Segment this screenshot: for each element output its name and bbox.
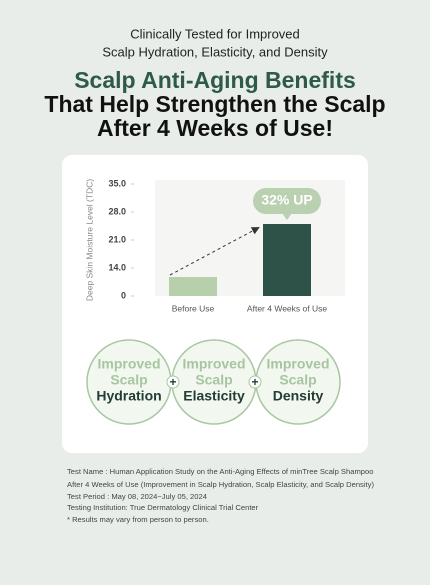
- footnote: * Results may vary from person to person…: [67, 515, 209, 524]
- venn-operator: +: [251, 375, 258, 389]
- footnote: Testing Institution: True Dermatology Cl…: [67, 503, 259, 512]
- y-tick-label: 35.0: [108, 178, 126, 188]
- venn-middle: Scalp: [110, 372, 147, 388]
- footnote: Test Period : May 08, 2024~July 05, 2024: [67, 492, 207, 501]
- bar: [169, 277, 217, 296]
- plus-bg: [166, 375, 180, 389]
- bar: [263, 224, 311, 296]
- x-tick-label: After 4 Weeks of Use: [247, 303, 327, 313]
- footnote: Test Name : Human Application Study on t…: [67, 467, 373, 476]
- badge-pointer: [282, 213, 292, 220]
- venn-top: Improved: [182, 356, 245, 372]
- venn-middle: Scalp: [195, 372, 232, 388]
- intro-line: Scalp Hydration, Elasticity, and Density: [102, 44, 328, 59]
- venn-bottom: Hydration: [96, 388, 161, 404]
- headline-line: Scalp Anti-Aging Benefits: [74, 67, 356, 93]
- y-tick-label: 0: [121, 290, 126, 300]
- headline-line: After 4 Weeks of Use!: [97, 115, 333, 141]
- annotation: 32% UP: [261, 192, 312, 208]
- plus-bg: [248, 375, 262, 389]
- badge: [253, 188, 321, 214]
- y-axis-label: Deep Skin Moisture Level (TDC): [84, 179, 94, 302]
- x-tick-label: Before Use: [172, 303, 215, 313]
- venn-top: Improved: [97, 356, 160, 372]
- y-tick-label: 28.0: [108, 206, 126, 216]
- trend-arrow: [169, 227, 260, 276]
- footnote: After 4 Weeks of Use (Improvement in Sca…: [67, 480, 374, 489]
- venn-top: Improved: [266, 356, 329, 372]
- venn-bottom: Elasticity: [183, 388, 245, 404]
- y-tick-label: 21.0: [108, 234, 126, 244]
- venn-bottom: Density: [273, 388, 324, 404]
- headline-line: That Help Strengthen the Scalp: [44, 91, 385, 117]
- intro-line: Clinically Tested for Improved: [130, 26, 300, 41]
- venn-operator: +: [169, 375, 176, 389]
- y-tick-label: 14.0: [108, 262, 126, 272]
- venn-middle: Scalp: [279, 372, 316, 388]
